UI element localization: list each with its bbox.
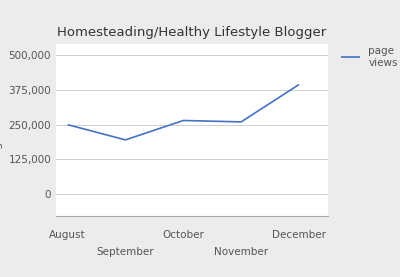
Text: November: November: [214, 247, 268, 257]
Line: page
views: page views: [68, 84, 299, 140]
page
views: [123, 138, 128, 142]
Text: December: December: [272, 230, 326, 240]
page
views: [65, 123, 70, 126]
page
views: [297, 83, 302, 86]
Y-axis label: Page Views: Page Views: [0, 99, 3, 161]
Text: August: August: [49, 230, 86, 240]
Text: September: September: [97, 247, 154, 257]
Text: October: October: [162, 230, 204, 240]
Title: Homesteading/Healthy Lifestyle Blogger: Homesteading/Healthy Lifestyle Blogger: [57, 26, 327, 39]
page
views: [239, 120, 244, 124]
Legend: page
views: page views: [341, 46, 398, 68]
page
views: [181, 119, 186, 122]
